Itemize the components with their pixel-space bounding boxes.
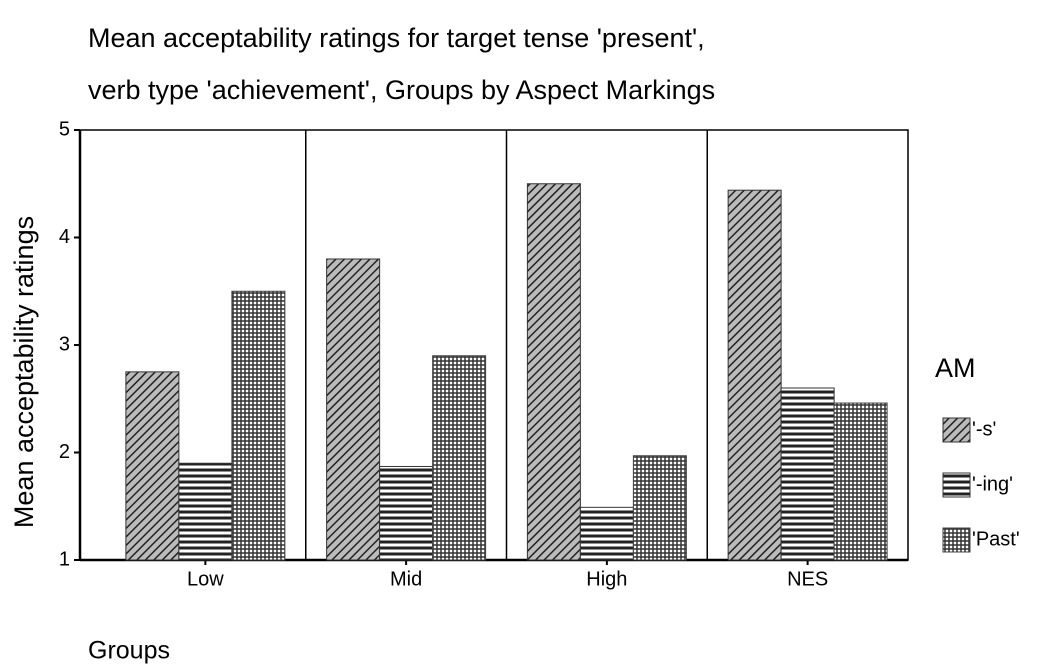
legend-swatch	[942, 527, 971, 553]
x-tick-label: NES	[787, 568, 828, 590]
y-tick-label: 2	[59, 441, 70, 463]
y-axis-label: Mean acceptability ratings	[9, 216, 39, 528]
bar	[432, 355, 487, 561]
bar	[780, 387, 835, 561]
bar	[632, 455, 687, 561]
legend-label: 'Past'	[972, 528, 1020, 550]
chart-title: verb type 'achievement', Groups by Aspec…	[88, 75, 715, 105]
x-tick-label: Low	[187, 568, 224, 590]
y-tick-label: 1	[59, 548, 70, 570]
legend-label: '-s'	[972, 418, 996, 440]
y-tick-label: 4	[59, 226, 70, 248]
chart-title: Mean acceptability ratings for target te…	[88, 23, 705, 53]
x-axis-label: Groups	[88, 637, 170, 665]
bar	[125, 371, 180, 561]
bar	[231, 290, 286, 561]
x-tick-label: High	[586, 568, 627, 590]
x-tick-label: Mid	[390, 568, 422, 590]
legend-swatch	[942, 417, 971, 443]
bar	[326, 258, 381, 561]
bar	[579, 506, 634, 561]
legend-title: AM	[935, 353, 976, 383]
bar	[379, 465, 434, 561]
bar	[526, 183, 581, 561]
bar	[727, 189, 782, 561]
legend-swatch	[942, 472, 971, 498]
bar	[833, 402, 888, 561]
y-tick-label: 5	[59, 118, 70, 140]
legend-label: '-ing'	[972, 473, 1013, 495]
bar	[178, 462, 233, 561]
y-tick-label: 3	[59, 333, 70, 355]
